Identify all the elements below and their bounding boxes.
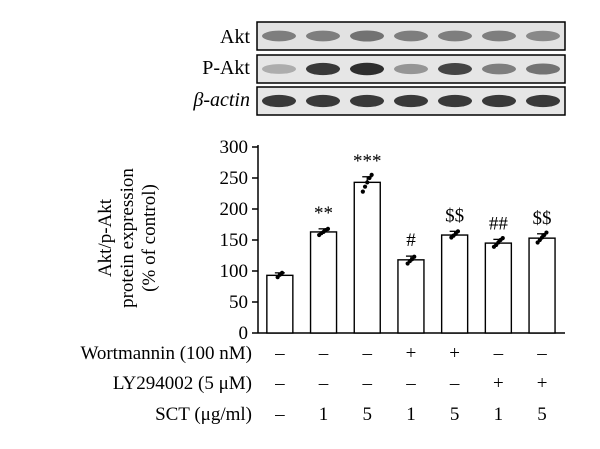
data-point [500, 236, 505, 241]
treatment-value: – [493, 343, 504, 364]
y-axis-label-line1: Akt/p-Akt [95, 198, 116, 277]
treatment-value: – [405, 373, 416, 394]
y-tick-label: 0 [239, 323, 249, 344]
treatment-label-sct: SCT (μg/ml) [155, 404, 252, 425]
bar [266, 274, 294, 334]
data-point [544, 230, 549, 235]
blot-band [438, 30, 472, 42]
treatment-value: – [362, 373, 373, 394]
bar [484, 242, 513, 334]
blot-band [394, 63, 428, 75]
data-point [455, 229, 461, 234]
treatment-value: + [537, 373, 548, 394]
blot-band [262, 94, 296, 108]
blot-band [350, 62, 384, 76]
blot-band [438, 94, 472, 108]
blot-band [350, 30, 384, 42]
significance-mark: # [406, 230, 416, 251]
treatment-value: – [274, 373, 285, 394]
y-tick-label: 50 [229, 292, 248, 313]
data-point [412, 254, 417, 259]
treatment-value: – [536, 343, 547, 364]
y-tick-label: 200 [220, 199, 249, 220]
blot-band [526, 30, 560, 42]
treatment-value: 5 [537, 404, 547, 425]
y-tick-label: 150 [220, 230, 249, 251]
treatment-value: – [449, 373, 460, 394]
treatment-value: – [274, 404, 285, 425]
blot-band [438, 63, 472, 75]
y-axis-label: Akt/p-Akt protein expression (% of contr… [95, 168, 160, 308]
blot-band [394, 30, 428, 42]
treatment-value: + [493, 373, 504, 394]
bars: *****#$$ ## $$ [266, 151, 556, 334]
y-tick-label: 250 [220, 168, 249, 189]
treatment-value: 5 [363, 404, 373, 425]
blot-band [482, 63, 516, 75]
bar [528, 237, 556, 334]
data-point [365, 180, 370, 185]
significance-mark: ## [489, 213, 509, 234]
treatment-value: 1 [319, 404, 329, 425]
significance-mark: *** [353, 151, 382, 172]
blot-band [306, 30, 340, 42]
blot-band [526, 94, 560, 108]
bar [309, 231, 338, 334]
y-ticks: 0 50 100 150 200 250 300 [220, 137, 258, 344]
treatment-value: – [362, 343, 373, 364]
treatment-value: 5 [450, 404, 460, 425]
blot-band [482, 94, 516, 108]
data-point [362, 184, 368, 189]
significance-mark: ** [314, 203, 333, 224]
y-tick-label: 300 [220, 137, 249, 158]
treatment-value: 1 [494, 404, 504, 425]
blot-band [526, 63, 560, 75]
blot-label-p-akt: P-Akt [202, 57, 250, 79]
blot-band [482, 30, 516, 42]
bar [440, 234, 469, 334]
y-axis-label-line2: protein expression [117, 168, 138, 308]
data-point [369, 172, 374, 177]
treatment-value: – [318, 343, 329, 364]
blot-label-beta-actin: β-actin [192, 89, 250, 111]
y-axis-label-line3: (% of control) [139, 184, 160, 292]
treatment-label-wortmannin: Wortmannin (100 nM) [80, 343, 252, 364]
blot-band [262, 64, 296, 74]
treatment-table: Wortmannin (100 nM) LY294002 (5 μM) SCT … [80, 343, 547, 425]
blot-band [306, 62, 340, 76]
blot-band [394, 94, 428, 108]
data-point [367, 175, 372, 181]
data-point [360, 189, 365, 194]
blot-label-akt: Akt [220, 26, 250, 48]
blot-band [350, 94, 384, 108]
bar [353, 181, 381, 334]
y-tick-label: 100 [220, 261, 249, 282]
treatment-value: + [406, 343, 417, 364]
bar [397, 259, 425, 334]
blot-band [306, 94, 340, 108]
blot-band [262, 30, 296, 42]
treatment-value: + [449, 343, 460, 364]
treatment-value: – [318, 373, 329, 394]
significance-mark: $$ [533, 208, 552, 229]
blot-bands [262, 30, 560, 108]
treatment-value: 1 [406, 404, 416, 425]
significance-mark: $$ [445, 205, 464, 226]
data-point [325, 226, 331, 231]
treatment-value: – [274, 343, 285, 364]
data-point [279, 270, 285, 275]
treatment-label-ly294002: LY294002 (5 μM) [113, 373, 252, 394]
